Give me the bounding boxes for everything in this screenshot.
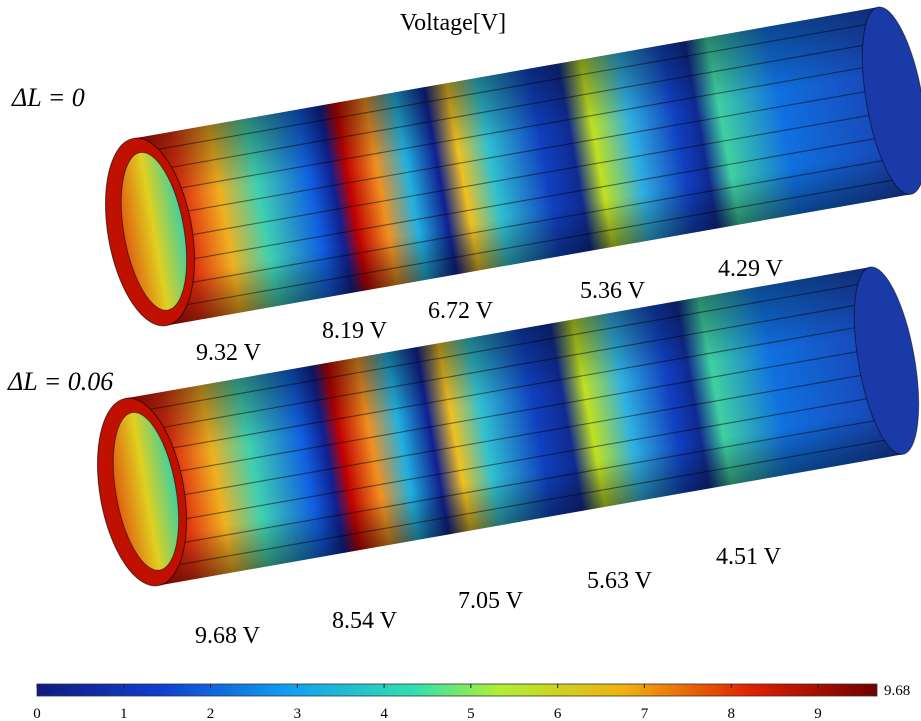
colorbar-tick-label: 4 (380, 706, 388, 721)
colorbar-tick-label: 7 (641, 706, 649, 721)
colorbar-tick-label: 1 (120, 706, 128, 721)
voltage-label: 9.32 V (196, 340, 262, 366)
cylinder-label: ΔL = 0.06 (7, 367, 113, 396)
voltage-label: 5.63 V (587, 568, 653, 594)
voltage-label: 9.68 V (195, 623, 261, 649)
colorbar-tick-label: 6 (554, 706, 562, 721)
voltage-label: 5.36 V (580, 278, 646, 304)
colorbar-tick-label: 0 (33, 706, 41, 721)
figure: Voltage[V] ΔL = 0 ΔL = 0.06 9.32 V 8.19 … (0, 0, 921, 721)
voltage-label: 6.72 V (428, 298, 494, 324)
colorbar-tick-label: 9 (814, 706, 822, 721)
voltage-label: 8.54 V (332, 608, 398, 634)
colorbar (37, 684, 877, 696)
colorbar-tick-label: 5 (467, 706, 475, 721)
cylinder-label: ΔL = 0 (11, 83, 85, 112)
colorbar-tick-label: 2 (207, 706, 215, 721)
colorbar-tick-label: 8 (727, 706, 735, 721)
colorbar-tick-label: 3 (294, 706, 302, 721)
voltage-label: 4.29 V (718, 256, 784, 282)
voltage-label: 8.19 V (322, 318, 388, 344)
voltage-label: 4.51 V (716, 544, 782, 570)
voltage-label: 7.05 V (458, 588, 524, 614)
colorbar-max: 9.68 (884, 683, 910, 699)
title: Voltage[V] (400, 10, 506, 36)
